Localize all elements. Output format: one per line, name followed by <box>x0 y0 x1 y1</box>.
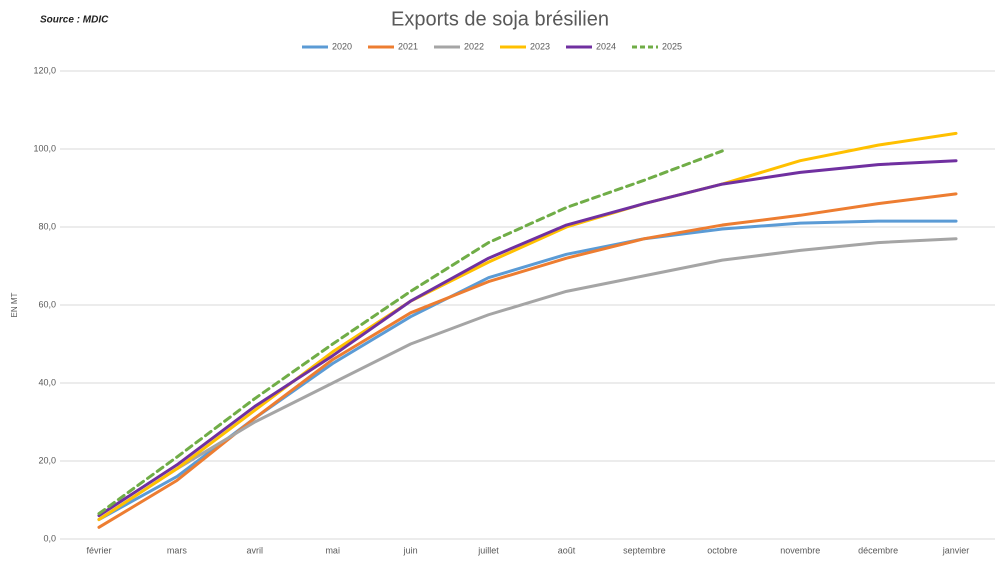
x-tick-label: août <box>558 545 576 555</box>
legend-label: 2022 <box>464 41 484 51</box>
x-tick-label: juillet <box>477 545 499 555</box>
series-line <box>97 237 958 521</box>
x-tick-label: décembre <box>858 545 898 555</box>
legend-label: 2021 <box>398 41 418 51</box>
x-tick-label: février <box>86 545 111 555</box>
legend-label: 2020 <box>332 41 352 51</box>
x-tick-label: septembre <box>623 545 666 555</box>
x-tick-label: avril <box>247 545 264 555</box>
y-axis-label: EN MT <box>10 292 19 317</box>
source: Source : MDIC <box>40 15 109 26</box>
y-tick-label: 20,0 <box>38 455 56 465</box>
x-tick-label: octobre <box>707 545 737 555</box>
x-tick-label: mai <box>325 545 340 555</box>
series-line <box>97 149 724 516</box>
x-tick-label: janvier <box>942 545 970 555</box>
x-tick-label: juin <box>403 545 418 555</box>
chart-title: Exports de soja brésilien <box>391 8 609 30</box>
series-line <box>97 131 958 521</box>
series-line <box>97 159 958 518</box>
y-tick-label: 120,0 <box>33 65 56 75</box>
x-tick-label: mars <box>167 545 187 555</box>
legend-label: 2024 <box>596 41 616 51</box>
y-tick-label: 0,0 <box>43 533 56 543</box>
x-tick-label: novembre <box>780 545 820 555</box>
y-tick-label: 40,0 <box>38 377 56 387</box>
y-tick-label: 100,0 <box>33 143 56 153</box>
legend-label: 2025 <box>662 41 682 51</box>
y-tick-label: 80,0 <box>38 221 56 231</box>
series-line <box>97 219 958 521</box>
legend-label: 2023 <box>530 41 550 51</box>
y-tick-label: 60,0 <box>38 299 56 309</box>
